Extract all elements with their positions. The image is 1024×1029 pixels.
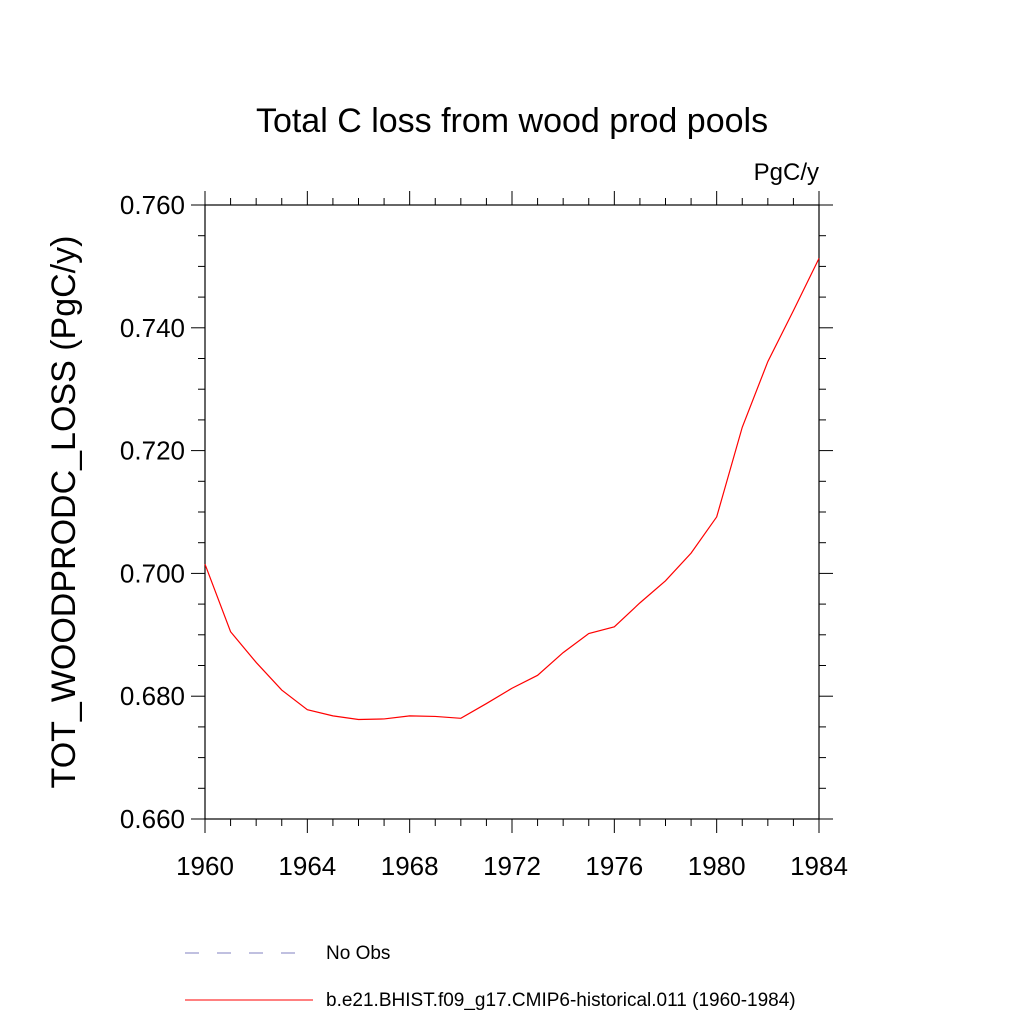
y-axis-ticks: 0.660 0.680 0.700 0.720 0.740 0.760 — [120, 190, 833, 834]
series-layer — [204, 258, 820, 721]
x-tick-label: 1976 — [585, 851, 643, 881]
x-tick-label: 1964 — [278, 851, 336, 881]
y-tick-label: 0.760 — [120, 190, 185, 220]
y-tick-label: 0.680 — [120, 681, 185, 711]
units-label: PgC/y — [754, 159, 819, 186]
chart-title: Total C loss from wood prod pools — [256, 102, 768, 140]
x-tick-label: 1980 — [688, 851, 746, 881]
plot-frame — [204, 204, 820, 820]
y-tick-label: 0.660 — [120, 804, 185, 834]
x-tick-label: 1968 — [381, 851, 439, 881]
y-axis-label: TOT_WOODPRODC_LOSS (PgC/y) — [45, 236, 83, 789]
x-tick-label: 1984 — [790, 851, 848, 881]
legend-label: No Obs — [326, 943, 390, 964]
x-tick-label: 1972 — [483, 851, 541, 881]
legend: No Obs b.e21.BHIST.f09_g17.CMIP6-historic… — [185, 943, 796, 1011]
legend-label: b.e21.BHIST.f09_g17.CMIP6-historical.011… — [326, 990, 796, 1011]
series-line — [204, 258, 820, 721]
y-tick-label: 0.740 — [120, 313, 185, 343]
y-tick-label: 0.700 — [120, 558, 185, 588]
x-axis-ticks: 1960 1964 1968 1972 1976 1980 1984 — [176, 191, 848, 881]
x-tick-label: 1960 — [176, 851, 234, 881]
y-tick-label: 0.720 — [120, 436, 185, 466]
